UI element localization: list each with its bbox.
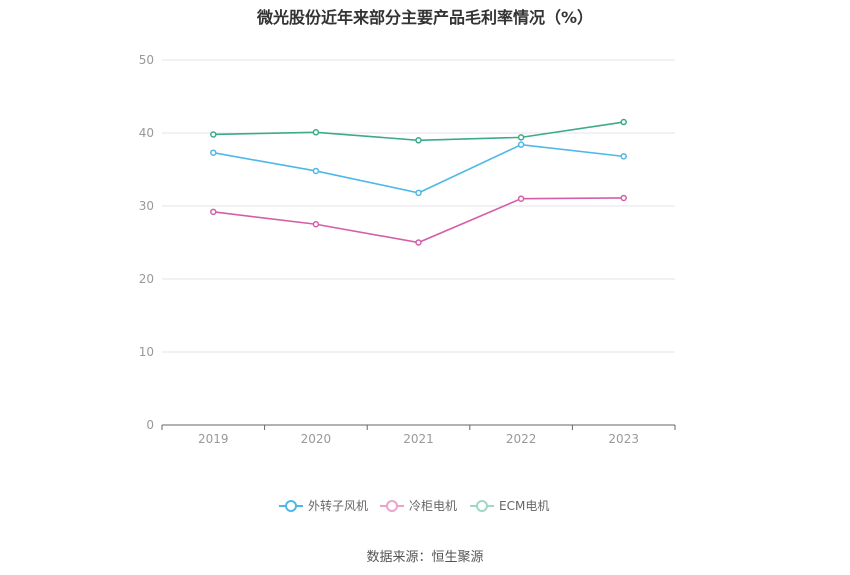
data-point	[517, 141, 525, 148]
legend-label: ECM电机	[499, 499, 549, 513]
series-lines	[210, 118, 627, 246]
data-point	[620, 153, 627, 160]
y-axis-ticks: 0 10 20 30 40 50	[139, 53, 154, 432]
y-tick-label: 50	[139, 53, 154, 67]
x-tick-label: 2019	[198, 432, 229, 446]
legend-label: 外转子风机	[308, 498, 368, 513]
data-point	[312, 221, 320, 228]
legend-marker	[285, 500, 297, 512]
data-point	[210, 149, 217, 156]
legend: 外转子风机 冷柜电机 ECM电机	[279, 498, 549, 513]
series-line	[213, 143, 624, 194]
legend-marker	[476, 500, 488, 512]
legend-label: 冷柜电机	[409, 499, 457, 513]
x-axis: 2019 2020 2021 2022 2023	[161, 424, 676, 446]
gridlines	[162, 59, 675, 353]
chart-title: 微光股份近年来部分主要产品毛利率情况（%）	[256, 8, 594, 27]
data-point	[210, 208, 217, 216]
data-point	[415, 189, 422, 197]
data-point	[312, 129, 320, 136]
data-point	[620, 194, 627, 202]
y-tick-label: 10	[139, 345, 154, 359]
source-note: 数据来源：恒生聚源	[366, 550, 484, 565]
legend-marker	[386, 500, 398, 512]
x-tick-label: 2023	[608, 432, 639, 446]
data-point	[415, 239, 422, 246]
x-tick-label: 2020	[301, 432, 332, 446]
data-point	[415, 137, 422, 144]
data-point	[312, 167, 320, 175]
y-tick-label: 20	[139, 272, 154, 286]
series-line	[213, 197, 624, 244]
data-point	[517, 134, 525, 141]
data-point	[210, 131, 217, 138]
data-point	[620, 118, 627, 126]
data-point	[517, 195, 525, 202]
x-tick-label: 2022	[506, 432, 537, 446]
y-tick-label: 0	[146, 418, 154, 432]
x-tick-label: 2021	[403, 432, 434, 446]
y-tick-label: 30	[139, 199, 154, 213]
y-tick-label: 40	[139, 126, 154, 140]
